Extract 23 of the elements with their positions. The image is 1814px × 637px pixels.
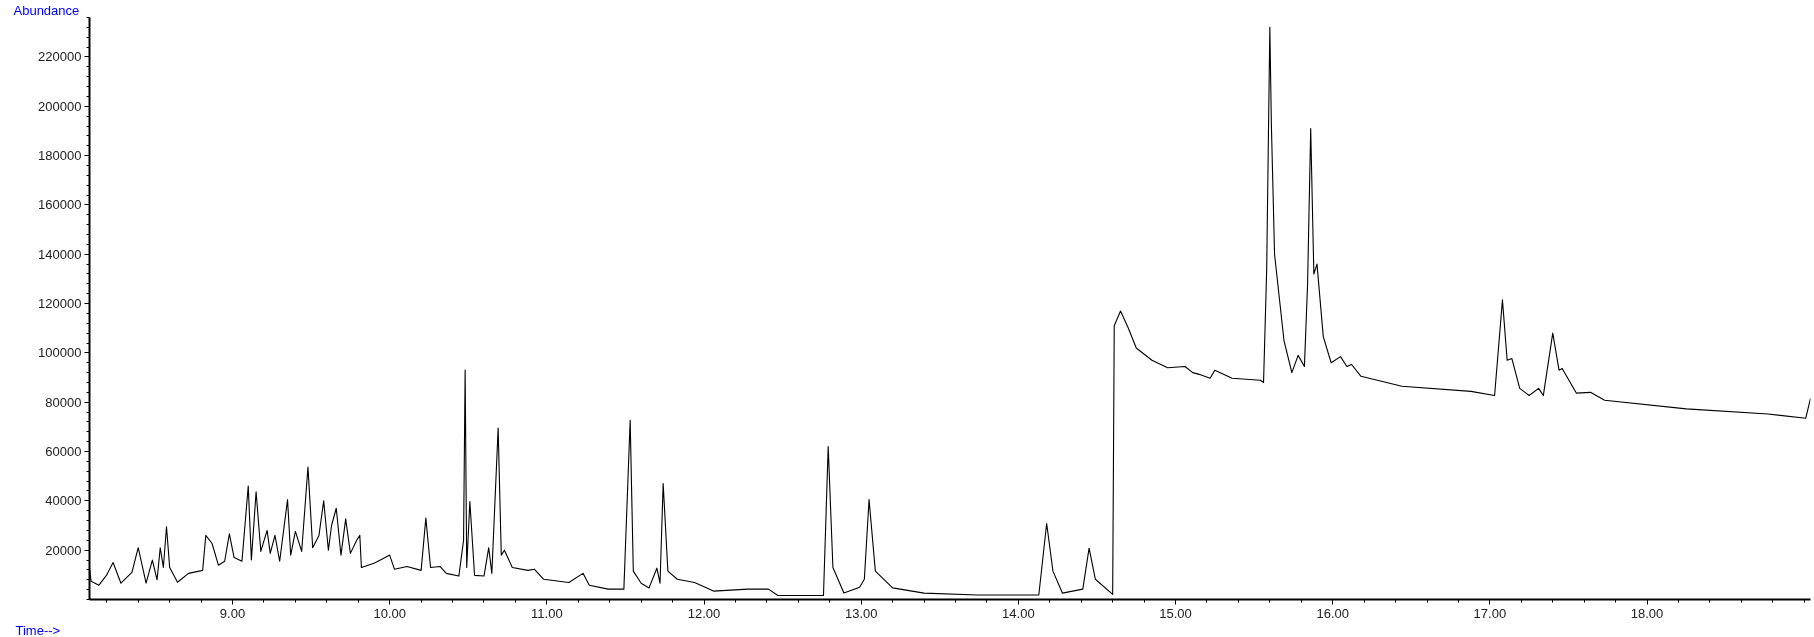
y-tick-label: 20000 [45,542,82,558]
x-tick-label: 18.00 [1630,605,1664,621]
x-tick-label: 12.00 [687,605,721,621]
y-tick-label: 100000 [38,345,82,361]
x-axis-title: Time--> [15,622,61,637]
x-tick-label: 15.00 [1159,605,1192,621]
y-tick-label: 120000 [38,296,82,312]
y-tick-label: 40000 [45,493,82,509]
x-tick-label: 10.00 [373,605,406,621]
x-tick-label: 9.00 [219,605,246,621]
x-tick-label: 17.00 [1473,605,1507,621]
x-tick-label: 11.00 [531,605,563,621]
y-tick-label: 180000 [38,148,82,164]
y-tick-label: 220000 [38,49,82,65]
y-tick-label: 80000 [45,394,82,410]
y-tick-label: 140000 [38,246,82,262]
x-tick-label: 14.00 [1002,605,1035,621]
x-tick-label: 16.00 [1316,605,1349,621]
y-tick-label: 200000 [38,98,82,114]
y-axis-title: Abundance [13,2,80,18]
y-tick-label: 160000 [38,197,82,213]
x-tick-label: 13.00 [844,605,878,621]
y-tick-label: 60000 [45,444,82,460]
